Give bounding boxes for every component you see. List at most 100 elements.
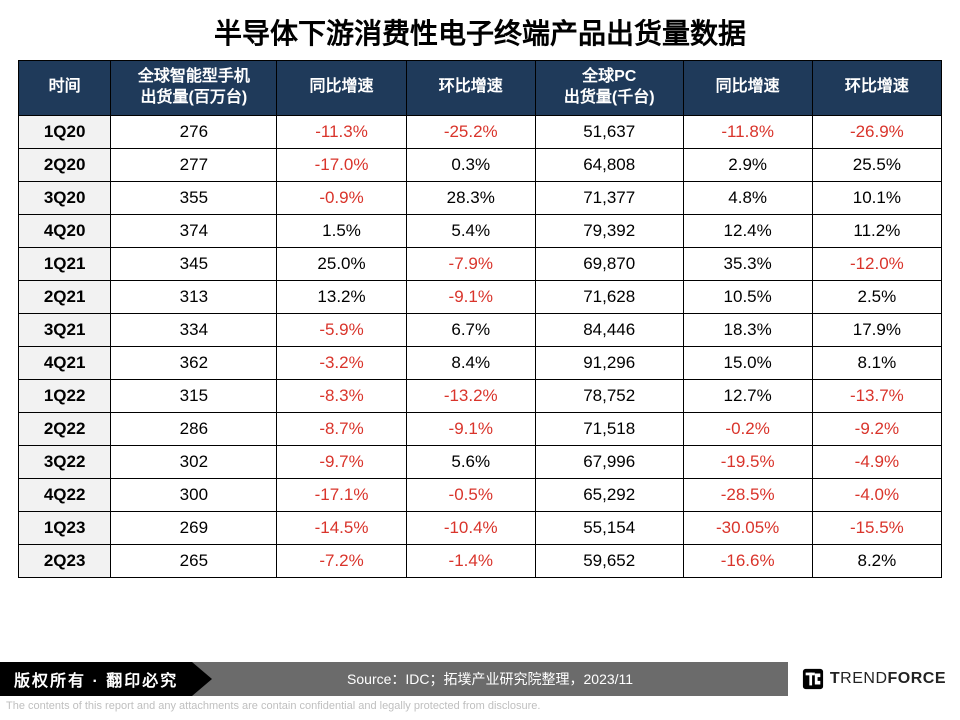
cell: 17.9% — [812, 313, 941, 346]
cell: -3.2% — [277, 346, 406, 379]
cell: -8.3% — [277, 379, 406, 412]
cell: 286 — [111, 412, 277, 445]
row-label: 4Q21 — [19, 346, 111, 379]
table-row: 4Q22300-17.1%-0.5%65,292-28.5%-4.0% — [19, 478, 942, 511]
cell: -10.4% — [406, 511, 535, 544]
cell: 8.1% — [812, 346, 941, 379]
source-text: Source：IDC；拓墣产业研究院整理，2023/11 — [347, 669, 633, 689]
cell: -11.8% — [683, 115, 812, 148]
cell: -4.0% — [812, 478, 941, 511]
cell: 69,870 — [535, 247, 683, 280]
trendforce-icon — [802, 668, 824, 690]
row-label: 3Q22 — [19, 445, 111, 478]
footer-bar: 版权所有 · 翻印必究 Source：IDC；拓墣产业研究院整理，2023/11… — [0, 662, 960, 696]
row-label: 3Q21 — [19, 313, 111, 346]
footer: 版权所有 · 翻印必究 Source：IDC；拓墣产业研究院整理，2023/11… — [0, 662, 960, 720]
cell: -14.5% — [277, 511, 406, 544]
table-row: 1Q22315-8.3%-13.2%78,75212.7%-13.7% — [19, 379, 942, 412]
cell: 11.2% — [812, 214, 941, 247]
cell: 71,518 — [535, 412, 683, 445]
cell: -7.2% — [277, 544, 406, 577]
cell: 362 — [111, 346, 277, 379]
table-row: 3Q20355-0.9%28.3%71,3774.8%10.1% — [19, 181, 942, 214]
row-label: 3Q20 — [19, 181, 111, 214]
cell: -5.9% — [277, 313, 406, 346]
cell: 8.4% — [406, 346, 535, 379]
cell: -17.1% — [277, 478, 406, 511]
table-row: 3Q22302-9.7%5.6%67,996-19.5%-4.9% — [19, 445, 942, 478]
row-label: 2Q20 — [19, 148, 111, 181]
cell: -13.7% — [812, 379, 941, 412]
brand-bold2: FORCE — [888, 670, 947, 687]
cell: 13.2% — [277, 280, 406, 313]
cell: -30.05% — [683, 511, 812, 544]
table-row: 2Q22286-8.7%-9.1%71,518-0.2%-9.2% — [19, 412, 942, 445]
cell: -28.5% — [683, 478, 812, 511]
cell: -1.4% — [406, 544, 535, 577]
cell: 302 — [111, 445, 277, 478]
brand-bold: T — [830, 670, 840, 687]
cell: 276 — [111, 115, 277, 148]
cell: 10.1% — [812, 181, 941, 214]
cell: 6.7% — [406, 313, 535, 346]
column-header: 同比增速 — [683, 61, 812, 116]
cell: 313 — [111, 280, 277, 313]
cell: -9.1% — [406, 412, 535, 445]
row-label: 2Q22 — [19, 412, 111, 445]
cell: -9.7% — [277, 445, 406, 478]
cell: -26.9% — [812, 115, 941, 148]
cell: 71,628 — [535, 280, 683, 313]
cell: 300 — [111, 478, 277, 511]
row-label: 1Q22 — [19, 379, 111, 412]
source-bar: Source：IDC；拓墣产业研究院整理，2023/11 — [192, 662, 788, 696]
cell: -0.5% — [406, 478, 535, 511]
cell: -9.2% — [812, 412, 941, 445]
cell: 2.9% — [683, 148, 812, 181]
cell: -13.2% — [406, 379, 535, 412]
cell: 315 — [111, 379, 277, 412]
cell: 18.3% — [683, 313, 812, 346]
cell: -16.6% — [683, 544, 812, 577]
cell: 15.0% — [683, 346, 812, 379]
header-row: 时间全球智能型手机出货量(百万台)同比增速环比增速全球PC出货量(千台)同比增速… — [19, 61, 942, 116]
page-title: 半导体下游消费性电子终端产品出货量数据 — [18, 12, 942, 52]
cell: 265 — [111, 544, 277, 577]
copyright-badge: 版权所有 · 翻印必究 — [0, 662, 192, 696]
column-header: 全球智能型手机出货量(百万台) — [111, 61, 277, 116]
cell: -8.7% — [277, 412, 406, 445]
page: 拓 墣 TOPOLOGY RESEARCH INSTITUTE 半导体下游消费性… — [0, 0, 960, 720]
copyright-text: 版权所有 · 翻印必究 — [14, 667, 178, 691]
table-row: 2Q20277-17.0%0.3%64,8082.9%25.5% — [19, 148, 942, 181]
cell: -17.0% — [277, 148, 406, 181]
cell: -15.5% — [812, 511, 941, 544]
cell: 79,392 — [535, 214, 683, 247]
cell: -0.2% — [683, 412, 812, 445]
cell: 345 — [111, 247, 277, 280]
table-row: 3Q21334-5.9%6.7%84,44618.3%17.9% — [19, 313, 942, 346]
cell: 1.5% — [277, 214, 406, 247]
row-label: 2Q23 — [19, 544, 111, 577]
row-label: 1Q21 — [19, 247, 111, 280]
cell: 277 — [111, 148, 277, 181]
cell: 10.5% — [683, 280, 812, 313]
row-label: 1Q20 — [19, 115, 111, 148]
row-label: 4Q20 — [19, 214, 111, 247]
row-label: 2Q21 — [19, 280, 111, 313]
table-row: 1Q23269-14.5%-10.4%55,154-30.05%-15.5% — [19, 511, 942, 544]
cell: 35.3% — [683, 247, 812, 280]
table-head: 时间全球智能型手机出货量(百万台)同比增速环比增速全球PC出货量(千台)同比增速… — [19, 61, 942, 116]
table-row: 2Q2131313.2%-9.1%71,62810.5%2.5% — [19, 280, 942, 313]
cell: -11.3% — [277, 115, 406, 148]
table-row: 4Q203741.5%5.4%79,39212.4%11.2% — [19, 214, 942, 247]
cell: -12.0% — [812, 247, 941, 280]
cell: 4.8% — [683, 181, 812, 214]
disclaimer: The contents of this report and any atta… — [0, 696, 960, 712]
cell: 8.2% — [812, 544, 941, 577]
cell: 71,377 — [535, 181, 683, 214]
cell: 334 — [111, 313, 277, 346]
table-row: 4Q21362-3.2%8.4%91,29615.0%8.1% — [19, 346, 942, 379]
cell: 78,752 — [535, 379, 683, 412]
cell: 269 — [111, 511, 277, 544]
cell: 25.0% — [277, 247, 406, 280]
cell: 51,637 — [535, 115, 683, 148]
